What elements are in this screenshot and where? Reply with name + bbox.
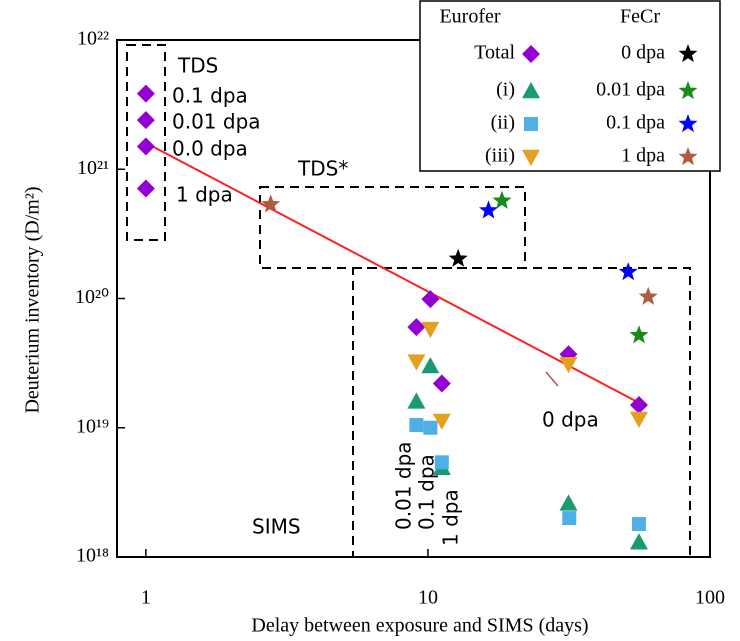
data-point (434, 455, 449, 470)
data-point (638, 286, 658, 305)
data-point (631, 517, 646, 532)
data-point (421, 290, 440, 309)
y-tick-label: 10²² (77, 28, 109, 50)
data-point (629, 533, 648, 550)
data-point (562, 511, 577, 526)
data-point (559, 357, 578, 374)
data-point (407, 392, 426, 409)
legend-box (419, 0, 721, 172)
data-point (448, 248, 468, 267)
annotation: 0.1 dpa (415, 454, 439, 530)
annotation: TDS* (297, 157, 348, 181)
x-tick-label: 100 (695, 587, 725, 609)
legend-marker (678, 44, 698, 63)
data-point (432, 374, 451, 393)
legend-label: (i) (496, 79, 515, 101)
data-point (407, 318, 426, 337)
annotation: 0.01 dpa (172, 110, 261, 134)
annotation: 0 dpa (542, 408, 599, 432)
y-tick-label: 10²¹ (77, 157, 109, 179)
data-point (479, 200, 498, 219)
data-point (629, 395, 648, 414)
data-point (136, 111, 155, 130)
pointer-line (545, 371, 559, 387)
annotation: TDS (177, 54, 218, 78)
data-point (421, 321, 440, 339)
data-point (629, 411, 648, 428)
legend-marker (524, 117, 538, 131)
annotation: 0.1 dpa (172, 84, 248, 108)
y-axis-label: Deuterium inventory (D/m²) (22, 186, 44, 413)
legend-label: Total (474, 42, 515, 64)
data-point (407, 354, 426, 371)
data-point (432, 413, 451, 430)
legend-label: 0.1 dpa (606, 112, 665, 134)
tds-region (126, 44, 166, 241)
x-tick-label: 1 (141, 587, 151, 609)
x-tick-label: 10 (418, 587, 438, 609)
legend-label: (iii) (485, 145, 515, 167)
data-point (261, 194, 281, 213)
annotation: 0.01 dpa (392, 441, 416, 530)
data-point (559, 494, 578, 511)
legend-marker (678, 114, 698, 133)
legend-label: 0 dpa (621, 42, 665, 64)
annotation: 0.0 dpa (172, 137, 248, 161)
data-point (136, 84, 155, 103)
legend-marker (522, 45, 540, 63)
legend-label: 1 dpa (621, 145, 665, 167)
fit-line (145, 141, 640, 404)
legend-label: 0.01 dpa (596, 79, 665, 101)
legend-label: (ii) (491, 112, 515, 134)
annotation: 1 dpa (439, 489, 463, 546)
legend-marker (678, 81, 698, 100)
x-axis-label: Delay between exposure and SIMS (days) (251, 615, 588, 637)
data-point (492, 190, 512, 209)
sims-region (352, 267, 691, 558)
legend-marker (522, 82, 540, 99)
legend-marker (678, 147, 698, 166)
legend-marker (522, 149, 540, 166)
y-tick-label: 10¹⁸ (76, 545, 109, 567)
annotation: SIMS (252, 515, 301, 539)
y-tick-label: 10¹⁹ (76, 415, 109, 437)
data-point (409, 418, 424, 433)
legend-title: Eurofer (439, 6, 500, 28)
tds-star-region (259, 186, 526, 269)
data-point (421, 357, 440, 374)
data-point (136, 137, 155, 156)
data-point (423, 420, 438, 435)
data-point (629, 325, 649, 344)
y-tick-label: 10²⁰ (75, 286, 109, 308)
data-point (618, 262, 638, 281)
data-point (136, 179, 155, 198)
legend-title: FeCr (620, 6, 660, 28)
annotation: 1 dpa (176, 183, 233, 207)
